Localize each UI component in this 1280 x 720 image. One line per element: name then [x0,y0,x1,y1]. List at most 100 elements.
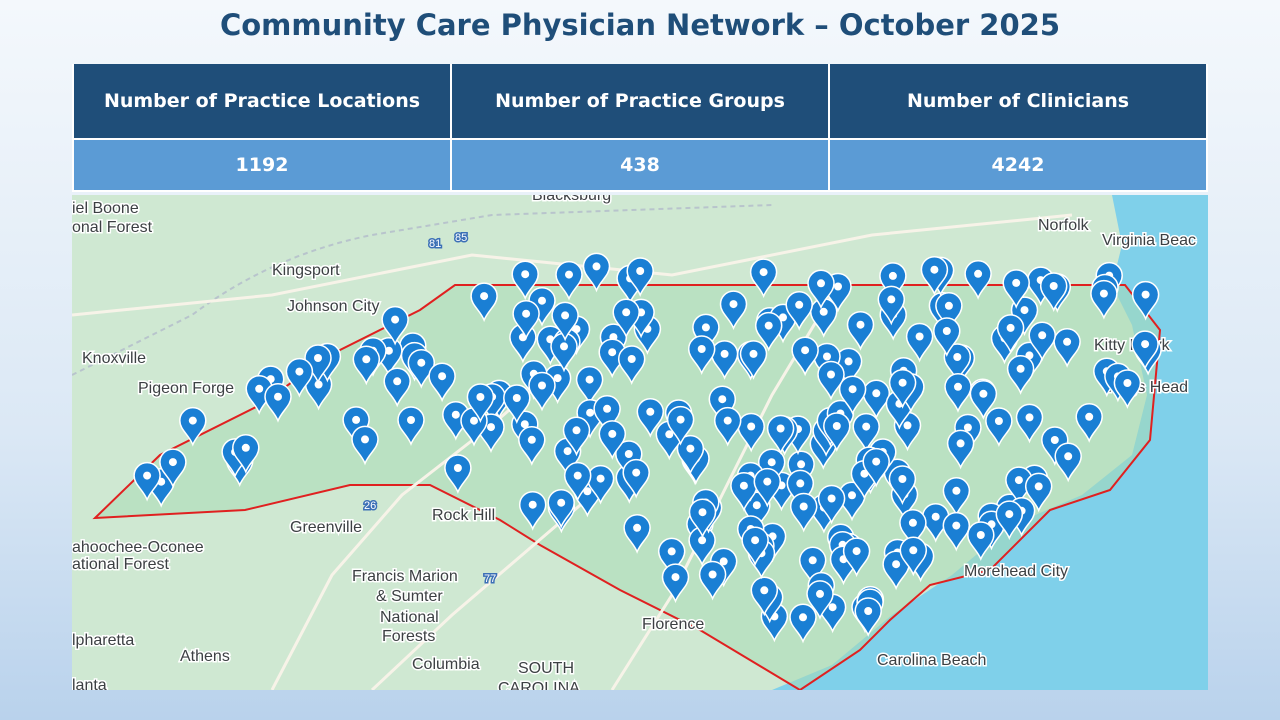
pin-dot [487,423,495,432]
pin-body [943,343,972,384]
pin-body [806,580,834,620]
pin-dot [603,404,612,413]
pin-body [737,412,765,453]
pin-dot [708,570,717,579]
pin-dot [274,392,282,401]
pin-body [920,255,949,296]
pin-dot [819,307,828,316]
location-pin [806,580,834,620]
pin-dot [586,408,595,417]
location-pin [933,317,961,358]
location-pin [750,576,779,617]
pin-dot [676,415,685,424]
pin-dot [952,486,961,495]
stat-value: 4242 [828,138,1208,192]
pin-body [817,484,846,525]
pin-dot [834,282,842,291]
pin-dot [1085,412,1094,421]
location-pin [964,260,992,300]
pin-body [466,383,495,424]
location-pin [817,484,846,525]
pin-dot [686,444,695,453]
pin-dot [314,354,322,362]
pin-dot [522,309,531,318]
location-pin [943,343,972,384]
location-pin [304,370,333,411]
location-pin [749,258,778,299]
map-label: Johnson City [287,298,380,315]
pin-body [967,521,995,562]
pin-dot [384,346,393,355]
pin-body [617,345,646,386]
location-pin [967,521,995,562]
pin-dot [565,270,573,279]
location-pin [946,429,975,470]
pin-dot [528,500,537,509]
column-header: Number of Practice Locations [72,64,452,140]
pin-dot [1038,331,1047,340]
pin-dot [963,423,972,432]
location-pin [1131,330,1159,371]
pin-dot [512,394,521,402]
pin-dot [752,501,761,510]
pin-body [1131,330,1159,371]
location-pin [383,367,411,408]
pin-body [807,269,835,310]
map-label: ahoochee-Oconee [72,539,204,556]
pin-body [381,305,409,346]
pin-dot [974,269,983,278]
map-label: Morehead City [964,563,1068,580]
pin-body [179,406,207,447]
pin-dot [362,355,371,364]
location-pin [985,407,1013,448]
ocean [772,195,1208,690]
pin-dot [729,300,738,309]
location-pin [133,461,161,502]
location-pin [888,368,917,409]
pin-body [852,412,880,453]
pin-body [785,291,813,331]
pin-dot [521,270,530,279]
pin-dot [795,300,804,309]
pin-dot [848,385,857,394]
location-pin [264,382,292,423]
pin-dot [476,393,485,401]
pin-dot [915,332,924,341]
location-pin [518,426,546,466]
location-pin [598,420,627,460]
location-pin [1075,403,1103,443]
location-pin [622,458,650,499]
map-label: onal Forest [72,219,153,236]
location-pin [1054,442,1082,483]
pin-body [1054,442,1082,483]
location-pin [657,537,686,578]
pin-dot [953,353,962,361]
location-pin [1024,472,1053,513]
location-pin [397,406,425,447]
pin-body [1002,269,1030,309]
pin-dot [909,546,918,555]
pin-dot [1034,482,1043,491]
pin-dot [930,265,939,274]
pin-dot [872,457,881,466]
pin-dot [827,370,835,379]
pin-dot [188,416,197,425]
location-pin [1090,279,1118,320]
pin-body [1039,272,1068,313]
map-label: lanta [72,677,107,690]
pin-body [622,458,650,499]
pin-body [159,448,187,489]
map-label: Athens [180,648,230,665]
pin-body [661,563,690,604]
pin-dot [888,271,897,280]
location-pin [1028,321,1056,362]
pin-dot [1025,413,1034,422]
location-pin [555,260,583,301]
map-label: Knoxville [82,350,146,367]
location-pin [661,563,690,604]
pin-dot [698,508,707,517]
pin-dot [763,477,772,486]
road [610,294,834,690]
pin-dot [1006,323,1015,332]
location-pin [612,298,640,339]
